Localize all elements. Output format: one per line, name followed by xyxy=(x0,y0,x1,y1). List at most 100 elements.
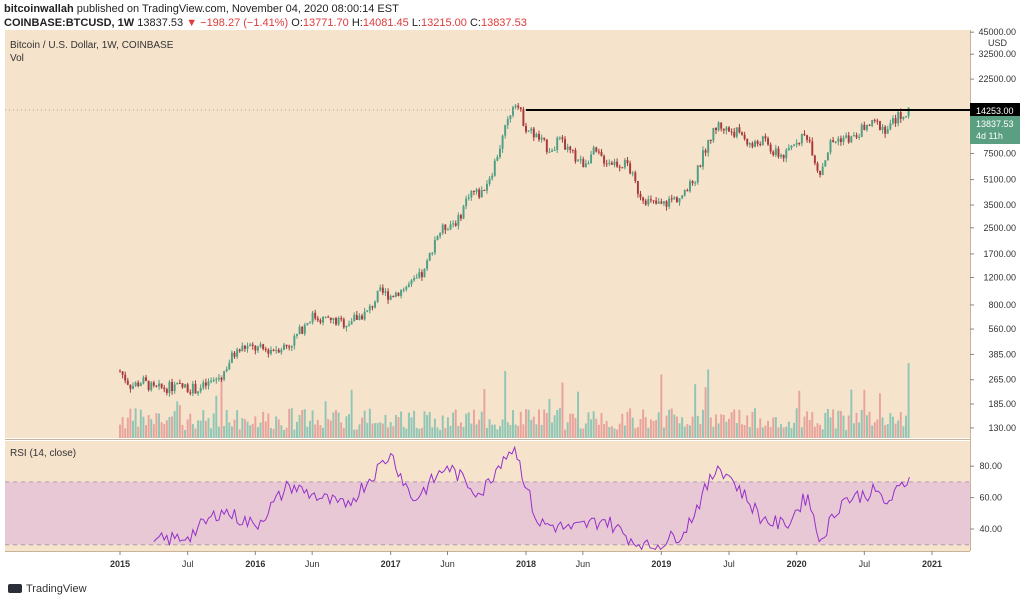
volume-bar xyxy=(774,417,777,438)
volume-bar xyxy=(824,412,827,438)
tradingview-brand[interactable]: TradingView xyxy=(8,583,87,595)
candle-body xyxy=(639,193,642,198)
candle-body xyxy=(558,137,561,139)
candle-body xyxy=(561,137,564,140)
candle-body xyxy=(798,142,801,144)
volume-bar xyxy=(355,429,358,438)
candle-body xyxy=(902,116,905,119)
candle-body xyxy=(394,292,397,297)
volume-bar xyxy=(415,427,418,438)
candle-body xyxy=(696,165,699,183)
volume-bar xyxy=(891,416,894,438)
candle-body xyxy=(243,345,246,349)
volume-bar xyxy=(191,424,194,438)
volume-bar xyxy=(790,428,793,438)
candle-body xyxy=(293,335,296,346)
rsi-tick-label: 80.00 xyxy=(979,461,1002,471)
candle-body xyxy=(402,289,405,291)
volume-bar xyxy=(433,418,436,438)
candle-body xyxy=(670,198,673,200)
volume-bar xyxy=(662,427,665,438)
resistance-price-label: 14253.00 xyxy=(976,106,1014,116)
candle-body xyxy=(722,128,725,131)
candle-body xyxy=(488,178,491,184)
time-tick-label: Jul xyxy=(723,559,735,569)
volume-bar xyxy=(579,428,582,438)
volume-bar xyxy=(462,426,465,438)
candle-body xyxy=(295,333,298,336)
candle-body xyxy=(147,380,150,390)
author-name[interactable]: bitcoinwallah xyxy=(4,3,74,15)
candle-body xyxy=(197,391,200,394)
candle-body xyxy=(532,128,535,138)
volume-bar xyxy=(592,411,595,438)
candle-body xyxy=(832,140,835,142)
volume-bar xyxy=(597,424,600,438)
volume-bar xyxy=(754,408,757,438)
candle-body xyxy=(785,149,788,159)
candle-body xyxy=(262,344,265,349)
volume-bar xyxy=(657,412,660,438)
volume-bar xyxy=(137,426,140,438)
volume-bar xyxy=(647,427,650,438)
candle-body xyxy=(186,384,189,393)
volume-bar xyxy=(197,420,200,438)
volume-bar xyxy=(397,417,400,438)
candle-body xyxy=(863,124,866,130)
candle-body xyxy=(621,167,624,169)
volume-bar xyxy=(491,424,494,438)
volume-bar xyxy=(525,409,527,438)
low-label: L: xyxy=(411,17,421,29)
candle-body xyxy=(181,383,184,388)
volume-bar xyxy=(582,428,585,438)
volume-bar xyxy=(246,421,249,438)
candle-body xyxy=(543,137,546,140)
volume-bar xyxy=(691,416,694,438)
candle-body xyxy=(839,138,842,143)
volume-bar xyxy=(621,413,624,438)
volume-bar xyxy=(485,427,488,438)
volume-bar xyxy=(272,428,275,438)
candle-body xyxy=(319,320,322,323)
candle-body xyxy=(748,143,751,145)
volume-bar xyxy=(256,427,259,438)
price-tick-label: 32500.00 xyxy=(978,49,1016,59)
volume-bar xyxy=(902,426,905,438)
candle-body xyxy=(142,377,145,384)
volume-bar xyxy=(834,428,837,438)
volume-bar xyxy=(204,420,207,438)
volume-bar xyxy=(142,416,145,438)
candle-body xyxy=(772,151,775,156)
candle-body xyxy=(485,183,488,191)
candle-body xyxy=(699,165,702,167)
volume-bar xyxy=(761,427,764,438)
volume-bar xyxy=(228,422,231,438)
candle-body xyxy=(272,349,275,351)
volume-bar xyxy=(400,411,403,438)
volume-bar xyxy=(126,417,129,438)
symbol-label: COINBASE:BTCUSD, 1W xyxy=(4,17,135,29)
price-tick-label: 5100.00 xyxy=(983,175,1016,185)
candle-body xyxy=(613,161,616,165)
volume-bar xyxy=(894,423,897,438)
volume-bar xyxy=(298,415,301,438)
candle-body xyxy=(530,128,533,131)
last-price-label: 13837.53 xyxy=(976,119,1014,129)
volume-bar xyxy=(199,420,202,438)
volume-bar xyxy=(787,421,790,438)
volume-bar xyxy=(678,423,681,438)
time-tick-label: Jul xyxy=(182,559,194,569)
volume-bar xyxy=(743,425,746,438)
time-tick-label: 2016 xyxy=(245,559,265,569)
volume-bar xyxy=(512,410,514,438)
candle-body xyxy=(446,229,449,231)
volume-bar xyxy=(545,413,548,438)
volume-bar xyxy=(184,429,187,438)
volume-bar xyxy=(290,408,293,438)
candle-body xyxy=(858,136,861,138)
volume-bar xyxy=(636,427,639,438)
candle-body xyxy=(665,201,668,207)
candle-body xyxy=(129,384,132,389)
